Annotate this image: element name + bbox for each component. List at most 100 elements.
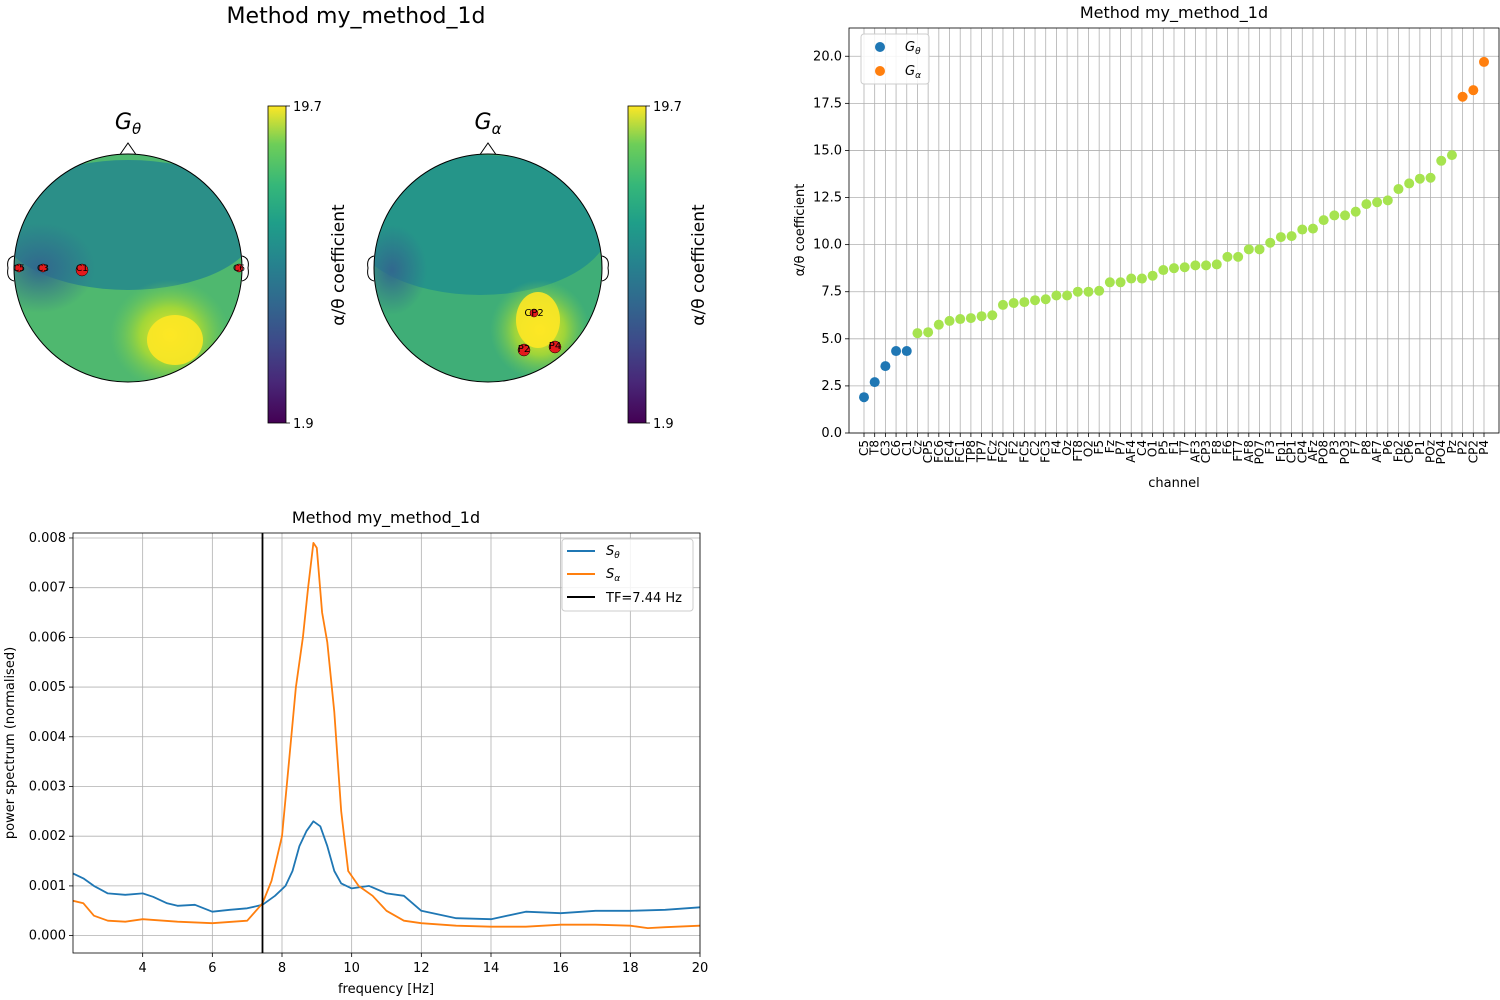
spectrum-ticks: 4 6 8 10 12 14 16 18 20 0.000 0.001 0.002 0.003 0.004… (29, 531, 708, 976)
y-tick-label: 17.5 (813, 96, 842, 111)
scatter-point (880, 361, 891, 372)
y-tick-label: 0.006 (29, 630, 66, 645)
x-tick-label: P7 (1114, 440, 1128, 455)
scatter-point (1169, 263, 1179, 274)
spectrum-title: Method my_method_1d (292, 508, 480, 528)
x-tick-label: C1 (900, 440, 914, 456)
scatter-point (1008, 298, 1019, 309)
head-nose (118, 142, 138, 157)
scatter-point (1286, 231, 1297, 242)
scatter-grid (849, 28, 1499, 434)
scatter-point (1446, 150, 1457, 161)
scatter-point (1479, 56, 1489, 67)
electrode-marker (517, 343, 531, 357)
x-tick-label: FC1 (953, 440, 967, 463)
y-tick-label: 20.0 (813, 49, 842, 64)
y-tick-label: 0.008 (29, 531, 66, 546)
x-tick-label: CP5 (921, 440, 935, 463)
x-tick-label: CP4 (1295, 440, 1309, 463)
x-tick-label: Oz (1060, 440, 1074, 456)
scatter-point (1051, 290, 1062, 301)
scatter-point (1083, 286, 1094, 297)
electrode-marker (38, 263, 48, 273)
scatter-point (901, 346, 912, 357)
scatter-point (859, 392, 869, 403)
scatter-point (1201, 260, 1212, 271)
scatter-point (1297, 224, 1308, 235)
y-tick-label: 0.003 (29, 779, 66, 794)
scatter-point (1190, 260, 1201, 271)
x-tick-label: P6 (1381, 440, 1395, 455)
scatter-point (987, 310, 998, 321)
scatter-point (1393, 184, 1404, 195)
y-tick-label: 0.0 (821, 426, 842, 441)
scatter-point (1457, 91, 1468, 102)
scatter-point (1030, 295, 1041, 306)
scatter-point (1275, 232, 1286, 243)
y-tick-label: 2.5 (821, 379, 842, 394)
electrode-label: C1 (76, 264, 88, 274)
x-tick-label: T8 (868, 440, 882, 456)
scatter-point (1361, 199, 1372, 210)
x-tick-label: O1 (1146, 440, 1160, 457)
colorbar-tick: 1.9 (293, 417, 314, 432)
x-tick-label: PO3 (1338, 440, 1352, 464)
legend-label: Gθ (905, 40, 921, 57)
x-tick-label: 10 (343, 961, 360, 976)
y-tick-label: 10.0 (813, 238, 842, 253)
series-line (73, 820, 700, 921)
scatter-point (1329, 210, 1340, 221)
x-tick-label: P4 (1477, 440, 1491, 455)
scatter-point (1265, 237, 1276, 248)
x-tick-label: PO8 (1317, 440, 1331, 464)
scatter-point (1350, 206, 1361, 217)
x-tick-label: FC4 (943, 440, 957, 463)
x-tick-label: F3 (1263, 440, 1277, 455)
legend-label: Sθ (606, 544, 620, 561)
scatter-point (1425, 172, 1436, 183)
x-tick-label: TP8 (964, 440, 978, 463)
x-tick-label: CP2 (1466, 440, 1480, 463)
x-tick-label: 8 (278, 961, 286, 976)
scatter-axes (848, 27, 1500, 434)
x-tick-label: 14 (483, 961, 500, 976)
topo-suptitle: Method my_method_1d (227, 4, 486, 29)
x-tick-label: F7 (1349, 440, 1363, 455)
electrode-label: CP2 (524, 308, 543, 319)
scatter-point (1340, 210, 1351, 221)
scatter-point (1136, 273, 1147, 284)
scatter-legend: Gθ Gα (860, 33, 930, 85)
colorbar-1: 19.7 1.9 α/θ coefficient (267, 100, 349, 432)
head-ear-right (241, 255, 249, 282)
scatter-point (1147, 270, 1158, 281)
electrode-label: C6 (233, 264, 245, 274)
electrode-label: P4 (549, 341, 561, 352)
x-tick-label: AF4 (1124, 440, 1138, 463)
x-tick-label: 18 (622, 961, 639, 976)
scatter-point (1211, 259, 1222, 270)
spectrum-panel: Method my_method_1d 4 6 8 10 12 14 16 18 20 0.000… (3, 508, 708, 997)
x-tick-label: P3 (1327, 440, 1341, 455)
legend-label: Sα (606, 567, 620, 584)
legend-label: Gα (905, 64, 921, 81)
scatter-point (1158, 265, 1169, 276)
colorbar-label: α/θ coefficient (689, 204, 709, 326)
x-tick-label: AF8 (1242, 440, 1256, 463)
spectrum-xlabel: frequency [Hz] (338, 982, 434, 997)
x-tick-label: FC6 (932, 440, 946, 463)
x-tick-label: T7 (1178, 440, 1192, 456)
x-tick-label: P1 (1413, 440, 1427, 455)
scatter-point (1233, 251, 1244, 262)
scatter-point (1019, 297, 1030, 308)
scatter-point (912, 328, 923, 339)
x-tick-label: O2 (1081, 440, 1095, 457)
x-tick-label: CP3 (1199, 440, 1213, 463)
spectrum-lines (73, 533, 700, 953)
scatter-point (1126, 273, 1137, 284)
y-tick-label: 0.004 (29, 730, 66, 745)
head-ear-right (601, 255, 609, 282)
x-tick-label: FC2 (996, 440, 1010, 463)
head-ear-left (7, 255, 15, 282)
electrode-label: P2 (518, 344, 530, 355)
scatter-point (965, 313, 976, 324)
